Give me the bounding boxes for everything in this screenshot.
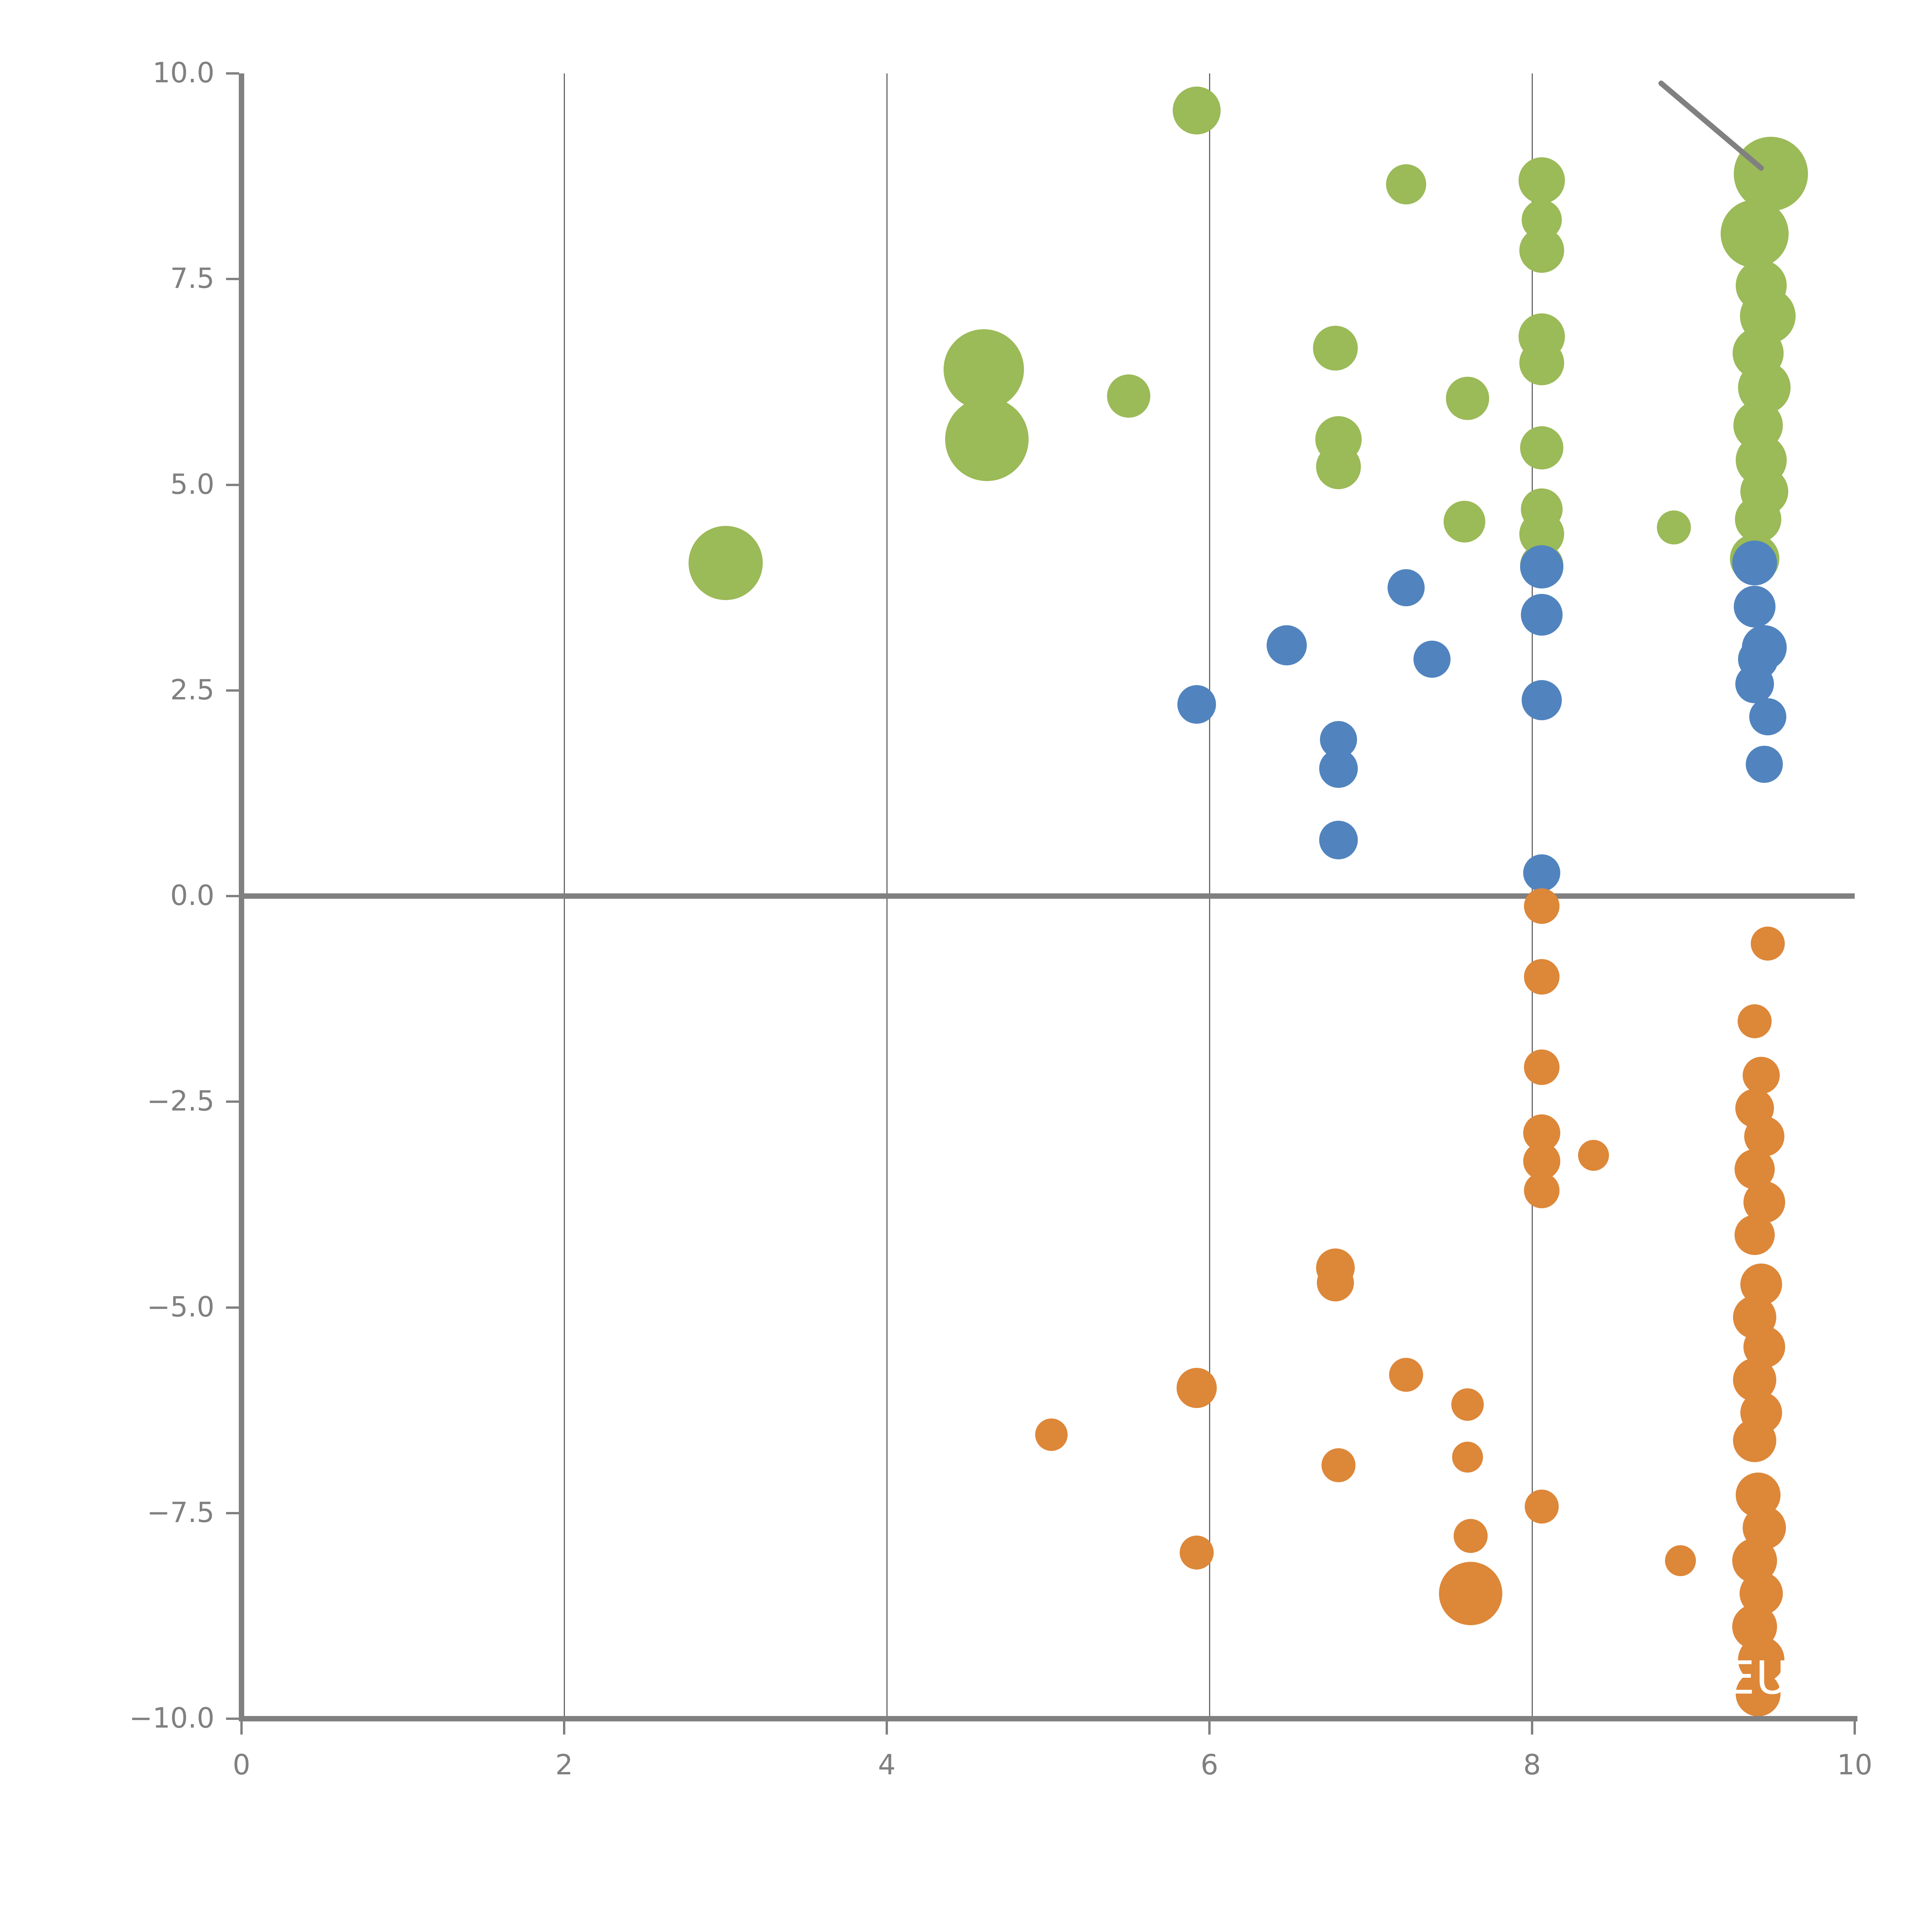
x-tick-mark-1 — [563, 1721, 565, 1735]
y-tick-label-0: 10.0 — [152, 56, 214, 89]
y-tick-label-4: 0.0 — [170, 879, 214, 912]
x-axis-spine — [239, 1716, 1857, 1721]
scatter-point-negative-19[interactable] — [1665, 1545, 1696, 1577]
scatter-point-neutral-15[interactable] — [1735, 664, 1774, 703]
scatter-point-positive-16[interactable] — [1520, 426, 1564, 469]
x-tick-mark-5 — [1854, 1721, 1856, 1735]
scatter-point-neutral-10[interactable] — [1523, 854, 1561, 892]
scatter-point-neutral-8[interactable] — [1521, 594, 1563, 636]
plot-area: EU — [242, 73, 1855, 1719]
y-tick-label-6: −5.0 — [147, 1290, 214, 1323]
scatter-point-neutral-0[interactable] — [1177, 685, 1216, 724]
y-tick-mark-1 — [226, 278, 239, 281]
scatter-point-negative-6[interactable] — [1389, 1358, 1423, 1392]
y-tick-mark-7 — [226, 1512, 239, 1514]
y-tick-mark-3 — [226, 689, 239, 692]
scatter-point-positive-13[interactable] — [1519, 228, 1565, 273]
scatter-point-neutral-7[interactable] — [1520, 545, 1564, 589]
scatter-point-positive-5[interactable] — [1313, 326, 1358, 371]
scatter-point-positive-10[interactable] — [1443, 501, 1485, 543]
scatter-point-neutral-4[interactable] — [1319, 821, 1358, 860]
scatter-point-positive-9[interactable] — [1446, 376, 1489, 420]
y-tick-label-7: −7.5 — [147, 1496, 214, 1529]
scatter-point-neutral-1[interactable] — [1267, 625, 1307, 665]
scatter-point-positive-8[interactable] — [1386, 164, 1427, 205]
scatter-point-negative-16[interactable] — [1524, 1173, 1560, 1209]
scatter-point-negative-4[interactable] — [1316, 1264, 1354, 1301]
scatter-point-negative-12[interactable] — [1524, 959, 1560, 995]
scatter-point-positive-7[interactable] — [1316, 444, 1361, 489]
y-tick-label-8: −10.0 — [129, 1702, 214, 1734]
scatter-point-negative-7[interactable] — [1451, 1388, 1484, 1421]
y-tick-mark-8 — [226, 1718, 239, 1720]
x-tick-label-2: 4 — [878, 1748, 896, 1781]
y-tick-label-1: 7.5 — [170, 262, 214, 295]
scatter-point-negative-33[interactable] — [1733, 1419, 1777, 1463]
scatter-point-neutral-5[interactable] — [1388, 569, 1425, 606]
x-tick-mark-4 — [1531, 1721, 1533, 1735]
scatter-point-negative-5[interactable] — [1321, 1448, 1355, 1483]
scatter-point-positive-4[interactable] — [1172, 86, 1221, 134]
scatter-point-negative-10[interactable] — [1439, 1562, 1503, 1626]
scatter-point-negative-21[interactable] — [1738, 1004, 1772, 1038]
scatter-point-negative-13[interactable] — [1524, 1049, 1560, 1085]
x-tick-mark-3 — [1208, 1721, 1211, 1735]
scatter-point-negative-11[interactable] — [1524, 888, 1560, 924]
y-tick-label-2: 5.0 — [170, 468, 214, 500]
y-tick-mark-5 — [226, 1100, 239, 1103]
scatter-point-neutral-6[interactable] — [1413, 640, 1451, 678]
scatter-point-negative-22[interactable] — [1742, 1057, 1780, 1094]
scatter-point-neutral-3[interactable] — [1319, 749, 1358, 788]
scatter-point-positive-22[interactable] — [1721, 200, 1789, 268]
y-tick-mark-6 — [226, 1306, 239, 1309]
x-tick-label-1: 2 — [555, 1748, 573, 1781]
y-tick-mark-0 — [226, 72, 239, 75]
x-tick-mark-0 — [240, 1721, 243, 1735]
scatter-point-negative-27[interactable] — [1735, 1215, 1775, 1255]
scatter-point-negative-1[interactable] — [1176, 1368, 1217, 1408]
scatter-point-negative-2[interactable] — [1179, 1535, 1214, 1570]
scatter-point-neutral-11[interactable] — [1732, 540, 1777, 585]
scatter-point-positive-2[interactable] — [945, 398, 1029, 481]
scatter-point-negative-17[interactable] — [1525, 1489, 1559, 1524]
y-axis-spine — [239, 73, 244, 1721]
y-tick-mark-4 — [226, 895, 239, 897]
x-tick-label-3: 6 — [1201, 1748, 1218, 1781]
y-tick-label-5: −2.5 — [147, 1085, 214, 1117]
x-tick-mark-2 — [886, 1721, 888, 1735]
scatter-point-negative-8[interactable] — [1452, 1441, 1483, 1473]
scatter-point-neutral-12[interactable] — [1734, 585, 1776, 628]
x-tick-label-0: 0 — [233, 1748, 250, 1781]
scatter-point-positive-1[interactable] — [943, 329, 1024, 410]
scatter-point-positive-21[interactable] — [1733, 136, 1808, 211]
scatter-point-negative-20[interactable] — [1750, 927, 1785, 961]
scatter-point-positive-11[interactable] — [1519, 157, 1565, 204]
x-tick-label-4: 8 — [1523, 1748, 1541, 1781]
scatter-point-positive-3[interactable] — [1107, 374, 1151, 418]
scatter-point-neutral-16[interactable] — [1749, 698, 1786, 735]
scatter-point-negative-40[interactable] — [1735, 1672, 1781, 1717]
scatter-point-negative-0[interactable] — [1035, 1418, 1068, 1451]
scatter-point-negative-18[interactable] — [1578, 1139, 1609, 1171]
zero-line — [242, 893, 1855, 899]
scatter-point-neutral-17[interactable] — [1746, 746, 1783, 783]
cluster-label: EU — [1726, 1651, 1790, 1704]
scatter-point-positive-20[interactable] — [1657, 510, 1691, 545]
y-tick-label-3: 2.5 — [170, 673, 214, 706]
x-tick-label-5: 10 — [1837, 1748, 1872, 1781]
scatter-point-neutral-9[interactable] — [1522, 680, 1562, 721]
scatter-point-positive-0[interactable] — [688, 526, 763, 600]
plot-clip: EU — [242, 73, 1855, 1719]
y-tick-mark-2 — [226, 483, 239, 486]
scatter-point-negative-9[interactable] — [1454, 1519, 1488, 1553]
scatter-point-positive-15[interactable] — [1519, 340, 1565, 386]
